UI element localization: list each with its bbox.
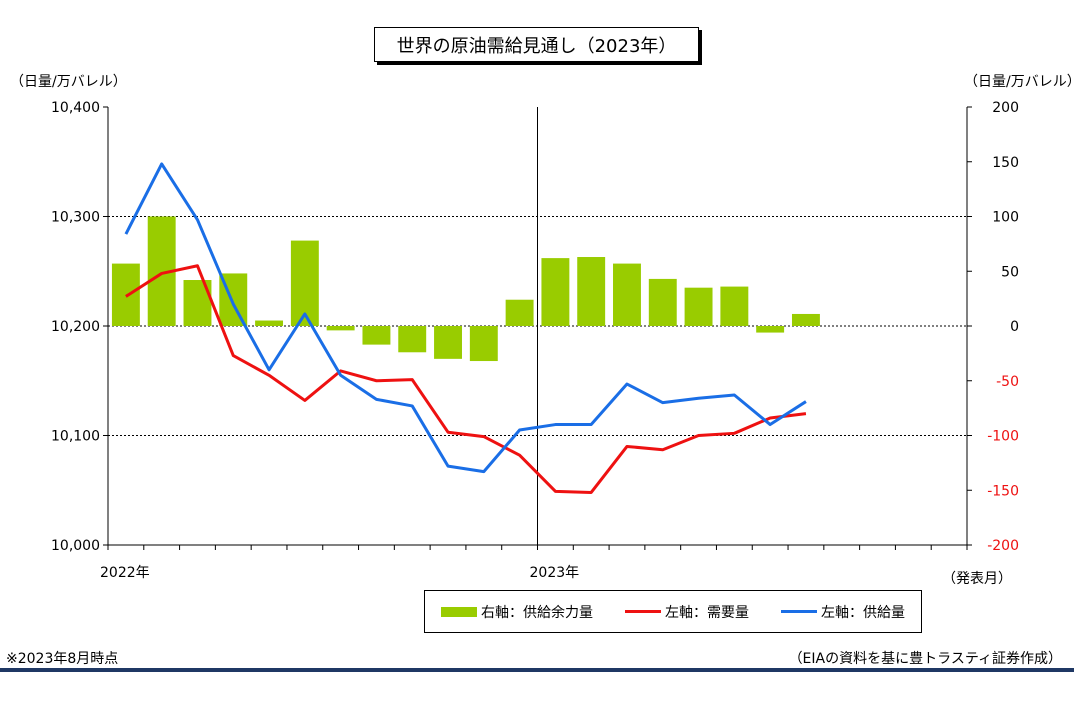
- lines: [124, 162, 807, 494]
- bar-15: [648, 278, 677, 326]
- right-tick-label-1: -150: [987, 483, 1019, 499]
- legend-label-surplus: 右軸：供給余力量: [481, 604, 593, 621]
- bottom-divider: [0, 668, 1074, 672]
- legend-swatch-demand: [625, 610, 661, 613]
- left-axis-unit: （日量/万バレル）: [10, 74, 127, 90]
- tick-labels: 10,000 10,100 10,200 10,300 10,400 -200 -150 -1…: [51, 100, 1019, 581]
- bar-13: [577, 257, 606, 326]
- legend: 右軸：供給余力量 左軸：需要量 左軸：供給量: [424, 590, 922, 633]
- legend-swatch-supply: [781, 610, 817, 613]
- bar-9: [434, 326, 462, 359]
- legend-label-demand: 左軸：需要量: [665, 604, 749, 621]
- right-tick-label-4: 0: [1010, 319, 1019, 335]
- bar-4: [255, 320, 284, 326]
- bars-surplus: [111, 216, 820, 362]
- x-tick-label-1: 2023年: [530, 565, 580, 581]
- legend-item-demand: 左軸：需要量: [625, 602, 749, 622]
- bar-5: [290, 240, 319, 326]
- x-axis-unit: （発表月）: [942, 571, 1012, 587]
- bar-19: [791, 313, 820, 326]
- line-demand: [125, 264, 807, 494]
- bar-12: [541, 258, 570, 326]
- left-tick-label-4: 10,400: [51, 100, 100, 116]
- left-tick-label-1: 10,100: [51, 429, 100, 445]
- right-tick-label-6: 100: [992, 210, 1019, 226]
- legend-swatch-surplus: [441, 606, 477, 617]
- chart-title: 世界の原油需給見通し（2023年）: [374, 27, 699, 62]
- bar-17: [720, 286, 749, 326]
- x-tick-label-0: 2022年: [100, 565, 150, 581]
- right-tick-label-3: -50: [996, 374, 1019, 390]
- bar-18: [756, 326, 785, 333]
- bar-7: [362, 326, 391, 345]
- right-axis-unit: （日量/万バレル）: [964, 74, 1074, 90]
- left-tick-label-0: 10,000: [51, 538, 100, 554]
- right-tick-label-5: 50: [1001, 264, 1019, 280]
- axes: [103, 106, 972, 550]
- bar-6: [326, 326, 355, 331]
- legend-item-supply: 左軸：供給量: [781, 602, 905, 622]
- line-supply: [124, 162, 807, 474]
- right-tick-label-8: 200: [992, 100, 1019, 116]
- left-tick-label-2: 10,200: [51, 319, 100, 335]
- right-tick-label-0: -200: [987, 538, 1019, 554]
- right-tick-label-7: 150: [992, 155, 1019, 171]
- bar-14: [613, 263, 641, 326]
- footnote-date: ※2023年8月時点: [6, 651, 119, 667]
- bar-16: [684, 287, 713, 326]
- bar-10: [469, 326, 498, 362]
- legend-label-supply: 左軸：供給量: [821, 604, 905, 621]
- footnote-source: （EIAの資料を基に豊トラスティ証券作成）: [788, 651, 1062, 667]
- bar-8: [398, 326, 427, 353]
- legend-item-surplus: 右軸：供給余力量: [441, 602, 593, 622]
- right-tick-label-2: -100: [987, 429, 1019, 445]
- bar-11: [505, 299, 534, 326]
- left-tick-label-3: 10,300: [51, 210, 100, 226]
